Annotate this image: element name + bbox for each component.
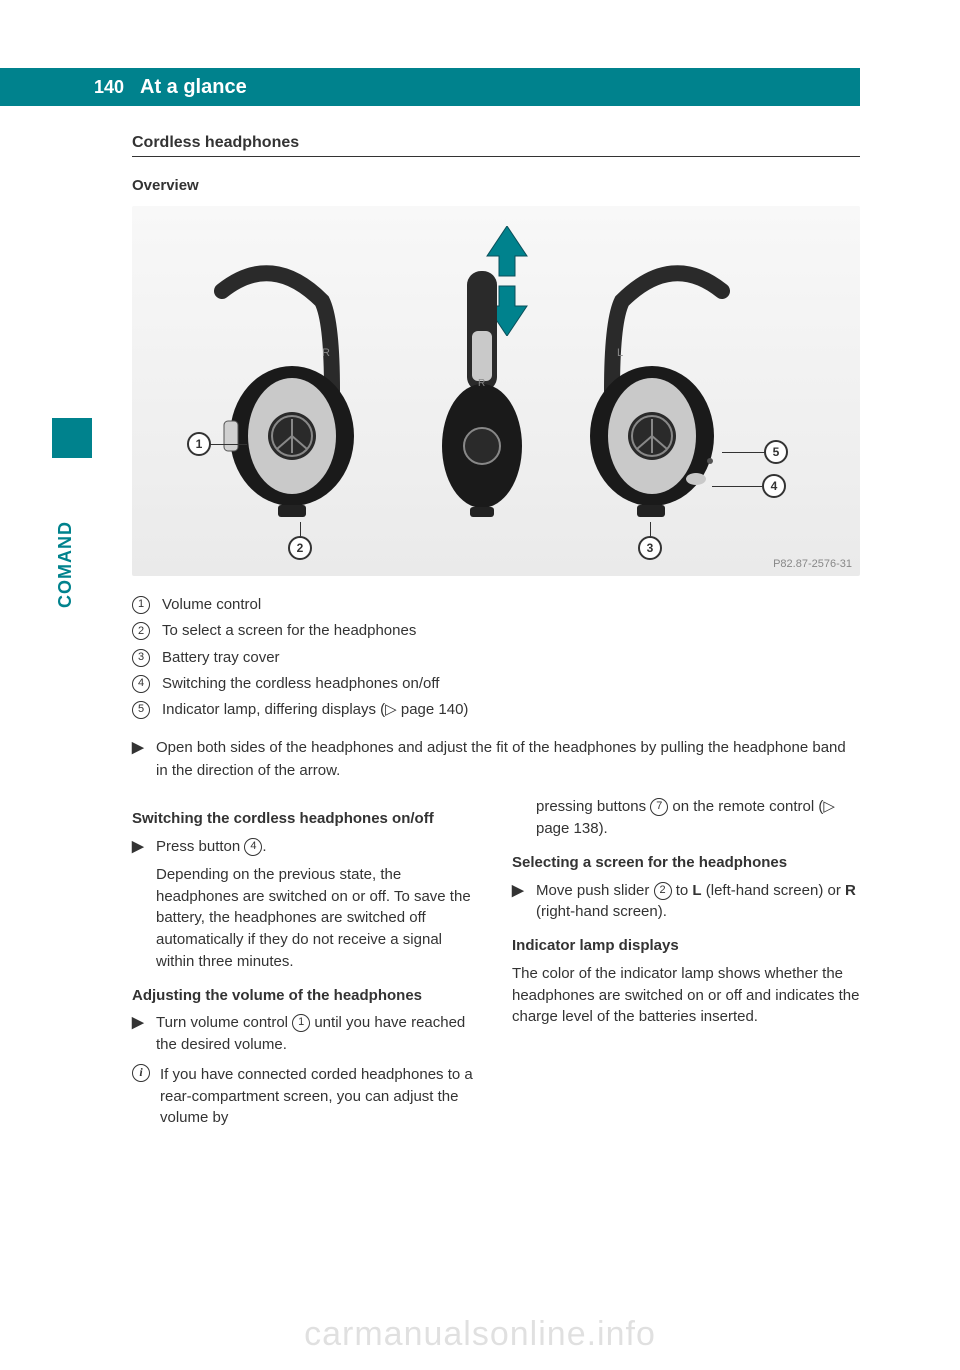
headphone-left-view: L [582,261,762,521]
legend-item: 2 To select a screen for the headphones [132,618,860,644]
section-title: Cordless headphones [132,134,860,152]
left-column: Switching the cordless headphones on/off… [132,796,480,1135]
side-tab-label: COMAND [55,521,76,608]
side-tab-marker [52,418,92,458]
page-number: 140 [0,68,132,106]
callout-line [712,486,762,487]
section-divider [132,156,860,157]
triangle-marker-icon: ▶ [132,1012,146,1056]
callout-4: 4 [762,474,786,498]
svg-text:R: R [322,347,330,359]
callout-line [207,444,247,445]
paragraph-title: Switching the cordless headphones on/off [132,808,480,830]
continuation-text: pressing buttons 7 on the remote control… [512,796,860,840]
triangle-marker-icon: ▶ [512,880,526,924]
paragraph-title: Adjusting the volume of the headphones [132,985,480,1007]
headphone-side-view: R [422,261,542,521]
content-area: Cordless headphones Overview R [132,134,860,1135]
step-text: Turn volume control 1 until you have rea… [156,1012,480,1056]
figure-legend: 1 Volume control 2 To select a screen fo… [132,592,860,723]
figure-label: P82.87-2576-31 [773,558,852,570]
step-text: Move push slider 2 to L (left-hand scree… [536,880,860,924]
legend-text: Volume control [162,592,261,618]
legend-number-icon: 3 [132,649,150,667]
triangle-marker-icon: ▶ [132,836,146,858]
instruction-open-headphones: ▶ Open both sides of the headphones and … [132,737,860,782]
svg-text:R: R [478,378,485,389]
svg-text:L: L [617,347,623,359]
right-column: pressing buttons 7 on the remote control… [512,796,860,1135]
instruction-step: ▶ Turn volume control 1 until you have r… [132,1012,480,1056]
legend-number-icon: 5 [132,701,150,719]
ref-number-icon: 4 [244,838,262,856]
legend-item: 1 Volume control [132,592,860,618]
side-tab: COMAND [0,418,92,618]
ref-number-icon: 2 [654,882,672,900]
legend-number-icon: 2 [132,622,150,640]
info-note: i If you have connected corded headphone… [132,1064,480,1129]
paragraph-title: Indicator lamp displays [512,935,860,957]
instruction-step: ▶ Move push slider 2 to L (left-hand scr… [512,880,860,924]
callout-2: 2 [288,536,312,560]
callout-1: 1 [187,432,211,456]
legend-item: 4 Switching the cordless headphones on/o… [132,671,860,697]
watermark: carmanualsonline.info [0,1315,960,1354]
ref-number-icon: 1 [292,1014,310,1032]
legend-text: To select a screen for the headphones [162,618,416,644]
page-header: 140 At a glance [0,68,960,106]
paragraph-title: Selecting a screen for the headphones [512,852,860,874]
legend-item: 5 Indicator lamp, differing displays (▷ … [132,697,860,723]
step-text: Press button 4. [156,836,267,858]
body-text: The color of the indicator lamp shows wh… [512,963,860,1028]
legend-number-icon: 1 [132,596,150,614]
info-icon: i [132,1064,150,1082]
legend-item: 3 Battery tray cover [132,645,860,671]
instruction-text: Open both sides of the headphones and ad… [156,737,860,782]
callout-line [722,452,766,453]
callout-5: 5 [764,440,788,464]
legend-text: Indicator lamp, differing displays (▷ pa… [162,697,468,723]
two-column-layout: Switching the cordless headphones on/off… [132,796,860,1135]
callout-3: 3 [638,536,662,560]
instruction-step: ▶ Press button 4. [132,836,480,858]
legend-number-icon: 4 [132,675,150,693]
legend-text: Switching the cordless headphones on/off [162,671,439,697]
triangle-marker-icon: ▶ [132,737,146,782]
body-text: Depending on the previous state, the hea… [132,864,480,973]
headphone-right-view: R [182,261,362,521]
info-text: If you have connected corded headphones … [160,1064,480,1129]
legend-text: Battery tray cover [162,645,280,671]
subsection-title: Overview [132,177,860,194]
headphones-figure: R R L [132,206,860,576]
page-title: At a glance [132,68,860,106]
ref-number-icon: 7 [650,798,668,816]
